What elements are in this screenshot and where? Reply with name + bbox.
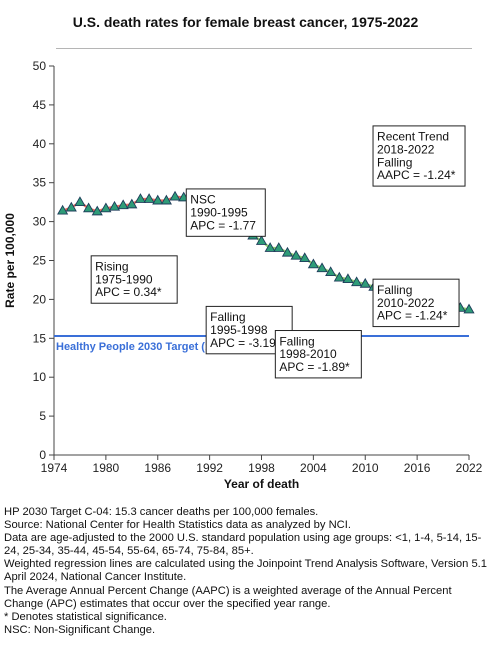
data-point — [117, 199, 129, 210]
x-tick-label: 2016 — [404, 461, 431, 475]
y-tick-label: 5 — [39, 409, 46, 423]
data-point — [273, 242, 285, 252]
annotation-text: 1990-1995 — [190, 206, 248, 220]
data-point — [316, 262, 328, 273]
annotation-text: AAPC = -1.24* — [377, 168, 456, 182]
annotation-text: Falling — [210, 310, 245, 324]
y-tick-label: 0 — [39, 448, 46, 462]
y-tick-label: 30 — [33, 215, 47, 229]
data-point — [160, 194, 172, 205]
y-tick-label: 40 — [33, 137, 47, 151]
annotation-text: Rising — [95, 260, 128, 274]
data-point — [325, 266, 337, 277]
target-line-label: Healthy People 2030 Target (15.3) — [56, 341, 230, 353]
footnotes: HP 2030 Target C-04: 15.3 cancer deaths … — [4, 506, 488, 637]
annotation-text: 2010-2022 — [377, 296, 435, 310]
data-point — [333, 271, 345, 282]
footnote-target: HP 2030 Target C-04: 15.3 cancer deaths … — [4, 506, 319, 518]
data-point — [143, 193, 155, 203]
annotation-text: APC = -1.89* — [279, 360, 350, 374]
y-tick-label: 50 — [33, 59, 47, 73]
data-point — [264, 242, 276, 252]
data-point — [307, 258, 319, 269]
annotation-box — [274, 330, 362, 379]
annotation-text: Falling — [377, 283, 412, 297]
y-tick-label: 45 — [33, 98, 47, 112]
x-tick-label: 1986 — [144, 461, 171, 475]
annotation-text: APC = 0.34* — [95, 285, 162, 299]
data-point — [74, 196, 86, 206]
y-tick-label: 10 — [33, 370, 47, 384]
data-point — [359, 277, 371, 288]
y-tick-label: 15 — [33, 331, 47, 345]
annotation-text: 2018-2022 — [377, 143, 435, 157]
data-point — [91, 205, 103, 216]
annotation-text: APC = -3.19* — [210, 336, 281, 350]
annotation-text: 1998-2010 — [279, 347, 337, 361]
footnote-age-adjustment: Data are age-adjusted to the 2000 U.S. s… — [4, 532, 482, 558]
annotation-text: Falling — [377, 155, 412, 169]
x-tick-label: 2004 — [300, 461, 327, 475]
x-tick-label: 1980 — [93, 461, 120, 475]
data-point — [57, 204, 69, 215]
footnote-regression: Weighted regression lines are calculated… — [4, 558, 487, 584]
annotation-text: 1975-1990 — [95, 272, 153, 286]
data-point — [290, 249, 302, 260]
x-tick-label: 1992 — [196, 461, 223, 475]
data-point — [134, 193, 147, 203]
x-tick-label: 1974 — [41, 461, 68, 475]
annotation-text: Recent Trend — [377, 130, 449, 144]
chart-title: U.S. death rates for female breast cance… — [72, 14, 419, 30]
x-tick-label: 2022 — [456, 461, 483, 475]
data-point — [83, 202, 95, 213]
data-point — [126, 198, 138, 209]
data-point — [351, 276, 363, 287]
x-tick-label: 2010 — [352, 461, 379, 475]
footnote-nsc: NSC: Non-Significant Change. — [4, 623, 156, 636]
data-point — [108, 200, 121, 211]
data-point — [65, 201, 77, 212]
footnote-aapc: The Average Annual Percent Change (AAPC)… — [4, 584, 452, 610]
y-axis-title: Rate per 100,000 — [3, 213, 17, 308]
footnote-source: Source: National Center for Health Stati… — [4, 519, 351, 532]
title-divider — [56, 48, 472, 49]
data-point — [299, 252, 311, 263]
y-tick-label: 25 — [33, 254, 47, 268]
data-point — [169, 190, 181, 201]
x-tick-label: 1998 — [248, 461, 275, 475]
y-tick-label: 20 — [33, 292, 47, 306]
data-point — [342, 273, 354, 284]
data-point — [463, 303, 475, 314]
annotation-box — [90, 255, 178, 304]
data-point — [255, 235, 268, 245]
data-point — [100, 202, 112, 213]
chart-plot: 0 5 10 15 20 25 30 35 40 45 50 1974 1980 1986 1992 1998… — [3, 59, 483, 491]
data-point — [281, 246, 294, 257]
data-point — [152, 194, 164, 205]
footnote-significance: * Denotes statistical significance. — [4, 610, 167, 623]
y-tick-label: 35 — [33, 176, 47, 190]
annotation-text: APC = -1.24* — [377, 309, 448, 323]
annotation-text: APC = -1.77 — [190, 218, 256, 232]
x-axis-title: Year of death — [224, 477, 299, 491]
annotation-text: 1995-1998 — [210, 323, 268, 337]
annotation-text: Falling — [279, 334, 314, 348]
annotation-box — [372, 125, 466, 187]
annotation-box — [372, 278, 460, 328]
annotation-box — [185, 188, 266, 237]
annotation-text: NSC — [190, 193, 216, 207]
